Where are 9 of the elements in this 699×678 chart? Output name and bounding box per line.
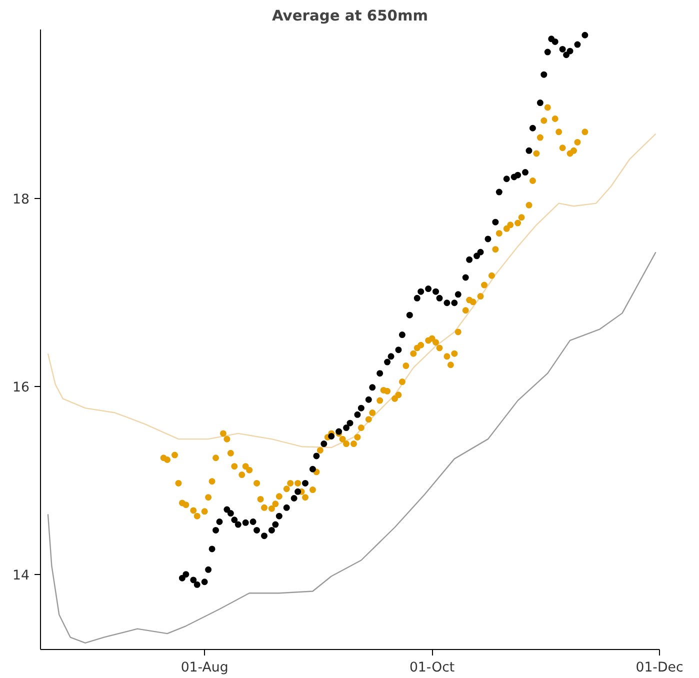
- y-tick-label: 18: [12, 192, 30, 208]
- x-tick-label: 01-Dec: [636, 660, 684, 676]
- x-tick-label: 01-Aug: [180, 660, 228, 676]
- y-tick-label: 16: [12, 380, 30, 396]
- chart-title: Average at 650mm: [272, 8, 428, 24]
- line-series: [47, 252, 656, 644]
- x-tick-label: 01-Oct: [409, 660, 455, 676]
- line-series: [47, 133, 656, 448]
- y-tick-label: 14: [12, 568, 30, 584]
